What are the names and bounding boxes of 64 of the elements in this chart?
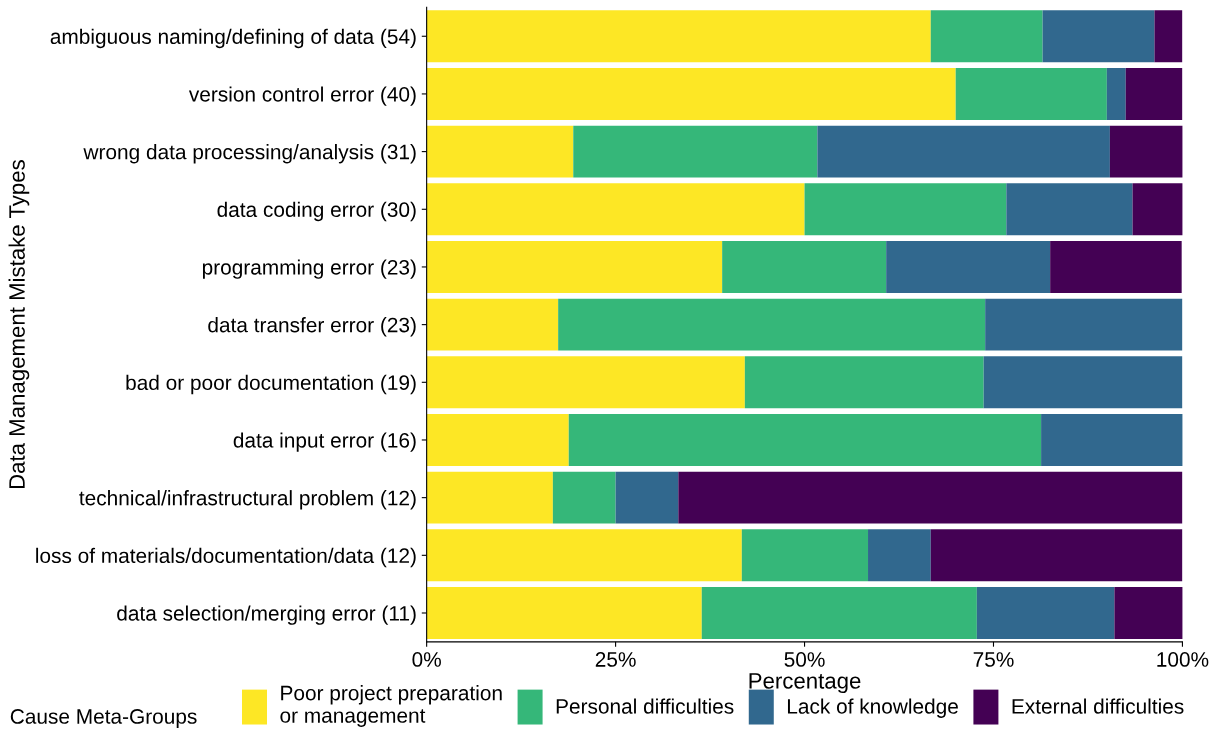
bar <box>426 298 559 351</box>
bar <box>426 414 569 466</box>
y-axis-title: Data Management Mistake Types <box>8 160 30 489</box>
bar <box>886 241 1051 293</box>
bar <box>976 587 1115 639</box>
y-tick-label: data input error (16) <box>233 432 416 452</box>
bar <box>955 67 1107 120</box>
bar <box>426 125 574 178</box>
y-tick-label: data selection/merging error (11) <box>117 605 416 625</box>
bar <box>868 529 931 582</box>
y-tick-label: version control error (40) <box>188 86 416 106</box>
bar <box>426 587 702 639</box>
bar <box>701 587 977 639</box>
y-tick-label: wrong data processing/analysis (31) <box>83 144 416 164</box>
bar <box>615 471 679 524</box>
y-tick-label: data coding error (30) <box>217 201 416 222</box>
bar <box>983 356 1183 409</box>
bar <box>426 471 553 524</box>
y-tick-label: programming error (23) <box>202 259 416 279</box>
bar <box>426 241 723 293</box>
bar <box>1050 241 1182 293</box>
bar <box>1006 183 1133 236</box>
bar <box>817 125 1110 178</box>
y-tick-label: bad or poor documentation (19) <box>126 374 416 395</box>
bar <box>426 67 956 120</box>
bar <box>568 414 1042 466</box>
bar <box>552 471 616 524</box>
bar <box>741 529 869 582</box>
bar <box>1106 67 1126 120</box>
bar <box>678 471 1183 524</box>
bar <box>1042 10 1155 63</box>
legend-label: Poor project preparation or management <box>280 685 502 727</box>
bar <box>804 183 1007 236</box>
bar <box>1041 414 1183 466</box>
bar <box>722 241 887 293</box>
legend-label: Personal difficulties <box>556 698 734 714</box>
x-tick-label: 100% <box>1157 652 1209 667</box>
bar <box>426 183 805 236</box>
legend-label: External difficulties <box>1012 698 1184 714</box>
bar <box>426 10 931 63</box>
bar <box>1132 183 1183 236</box>
y-tick-label: technical/infrastructural problem (12) <box>79 490 416 510</box>
bar <box>1114 587 1183 639</box>
x-tick-label: 50% <box>784 652 825 667</box>
bar <box>930 10 1043 63</box>
bar <box>1125 67 1183 120</box>
y-tick-label: loss of materials/documentation/data (12) <box>36 547 416 568</box>
bar <box>1154 10 1183 63</box>
bar <box>573 125 818 178</box>
bar <box>558 298 986 351</box>
bar <box>1109 125 1183 178</box>
x-axis-title: Percentage <box>749 673 861 694</box>
x-tick-label: 25% <box>595 652 636 667</box>
x-tick-label: 75% <box>973 652 1014 667</box>
bar <box>426 529 742 582</box>
y-tick-label: data transfer error (23) <box>208 317 416 337</box>
y-tick-label: ambiguous naming/defining of data (54) <box>50 28 416 49</box>
legend-title: Cause Meta-Groups <box>10 709 197 728</box>
bar <box>985 298 1183 351</box>
bar <box>930 529 1183 582</box>
bar <box>426 356 745 409</box>
x-tick-label: 0% <box>412 652 441 667</box>
bar <box>744 356 984 409</box>
legend-label: Lack of knowledge <box>787 698 958 718</box>
